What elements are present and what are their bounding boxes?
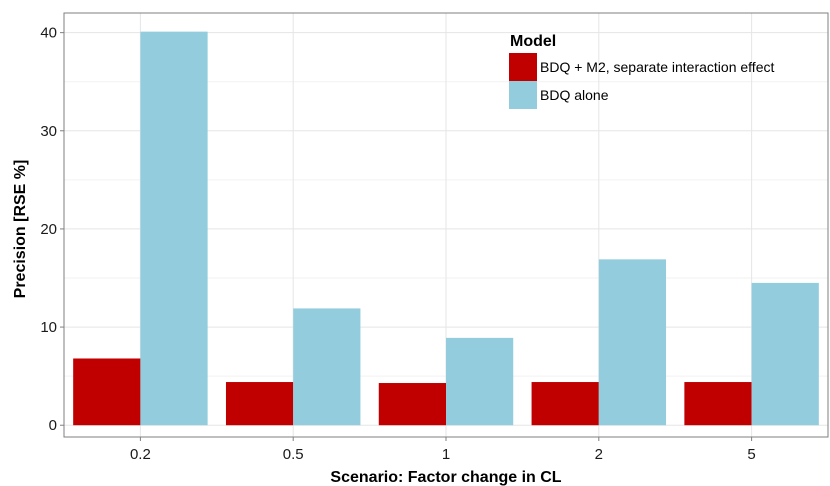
y-tick-label: 30 bbox=[40, 123, 57, 140]
bar-bdq-m2-0.5 bbox=[225, 382, 294, 426]
legend-swatch-bdq-m2 bbox=[509, 53, 537, 81]
y-tick-label: 40 bbox=[40, 25, 57, 42]
legend-label-bdq-alone: BDQ alone bbox=[540, 87, 609, 103]
x-axis-title: Scenario: Factor change in CL bbox=[330, 469, 561, 486]
bar-bdq-alone-0.5 bbox=[293, 308, 361, 426]
bar-bdq-m2-5 bbox=[684, 382, 752, 426]
y-tick-label: 20 bbox=[40, 221, 57, 238]
legend-swatch-bdq-alone bbox=[509, 81, 537, 109]
y-axis-title: Precision [RSE %] bbox=[12, 160, 29, 299]
bar-bdq-m2-1 bbox=[378, 383, 446, 426]
x-tick-label: 2 bbox=[595, 446, 603, 463]
legend-title: Model bbox=[510, 33, 556, 50]
bar-bdq-alone-0.2 bbox=[140, 31, 208, 426]
axes: 0 10 20 30 40 0.2 0.5 1 2 5 bbox=[40, 25, 755, 463]
legend-label-bdq-m2: BDQ + M2, separate interaction effect bbox=[540, 59, 774, 75]
y-tick-label: 10 bbox=[40, 319, 57, 336]
bar-bdq-m2-2 bbox=[531, 382, 599, 426]
bar-bdq-alone-2 bbox=[598, 259, 667, 426]
legend: Model BDQ + M2, separate interaction eff… bbox=[509, 33, 774, 109]
x-tick-label: 0.2 bbox=[130, 446, 151, 463]
x-tick-label: 1 bbox=[442, 446, 450, 463]
x-tick-label: 5 bbox=[747, 446, 755, 463]
y-tick-label: 0 bbox=[49, 417, 57, 434]
bar-bdq-alone-5 bbox=[751, 282, 819, 426]
bars bbox=[73, 31, 819, 426]
x-tick-label: 0.5 bbox=[283, 446, 304, 463]
bar-bdq-m2-0.2 bbox=[73, 358, 141, 426]
bar-bdq-alone-1 bbox=[446, 337, 514, 426]
